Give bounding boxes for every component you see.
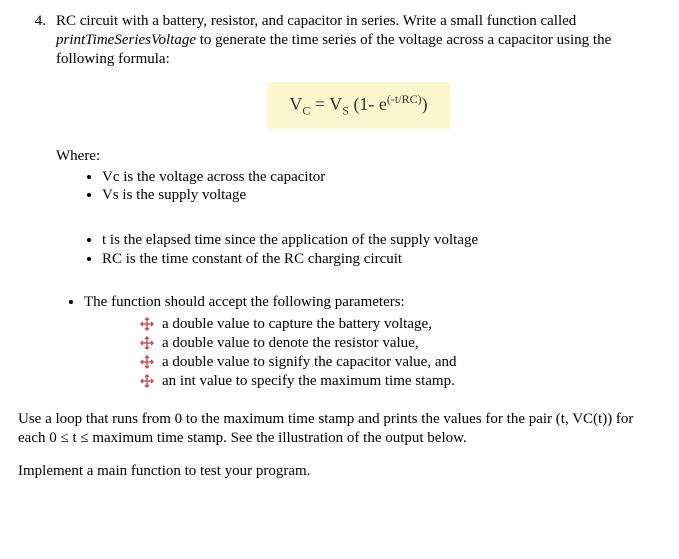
list-item: a double value to capture the battery vo…	[140, 315, 661, 334]
cross-arrow-icon	[140, 317, 154, 331]
problem-number: 4.	[18, 12, 56, 31]
formula-exp: (-t/RC)	[387, 92, 422, 106]
formula-container: VC = VS (1- e(-t/RC))	[56, 82, 661, 129]
formula-close: )	[422, 94, 428, 114]
params-items: a double value to capture the battery vo…	[84, 315, 661, 390]
formula-rhs-v: V	[329, 94, 342, 114]
intro-func-name: printTimeSeriesVoltage	[56, 32, 196, 48]
formula: VC = VS (1- e(-t/RC))	[267, 82, 449, 129]
where-label: Where:	[56, 147, 661, 166]
problem-body: RC circuit with a battery, resistor, and…	[56, 12, 661, 396]
list-item: a double value to signify the capacitor …	[140, 353, 661, 372]
where-group-1: Vc is the voltage across the capacitor V…	[56, 168, 661, 206]
list-item: Vc is the voltage across the capacitor	[102, 168, 661, 187]
list-item: Vs is the supply voltage	[102, 186, 661, 205]
list-item: an int value to specify the maximum time…	[140, 372, 661, 391]
intro-text-a: RC circuit with a battery, resistor, and…	[56, 13, 576, 29]
cross-arrow-icon	[140, 355, 154, 369]
cross-arrow-icon	[140, 336, 154, 350]
param-text: a double value to signify the capacitor …	[162, 354, 456, 370]
param-text: an int value to specify the maximum time…	[162, 373, 455, 389]
list-item: a double value to denote the resistor va…	[140, 334, 661, 353]
where-group-2: t is the elapsed time since the applicat…	[56, 231, 661, 269]
cross-arrow-icon	[140, 374, 154, 388]
formula-eq: =	[310, 94, 329, 114]
where-block: Where: Vc is the voltage across the capa…	[56, 147, 661, 269]
formula-rhs-sub: S	[342, 104, 349, 118]
param-text: a double value to denote the resistor va…	[162, 335, 419, 351]
params-lead: The function should accept the following…	[84, 294, 405, 310]
list-item: RC is the time constant of the RC chargi…	[102, 250, 661, 269]
list-item: t is the elapsed time since the applicat…	[102, 231, 661, 250]
impl-paragraph: Implement a main function to test your p…	[18, 462, 661, 481]
formula-lhs-v: V	[289, 94, 302, 114]
params-lead-item: The function should accept the following…	[84, 293, 661, 391]
param-text: a double value to capture the battery vo…	[162, 316, 432, 332]
formula-open: (1- e	[349, 94, 387, 114]
loop-paragraph: Use a loop that runs from 0 to the maxim…	[18, 410, 661, 448]
problem-block: 4. RC circuit with a battery, resistor, …	[18, 12, 661, 396]
params-block: The function should accept the following…	[56, 293, 661, 391]
